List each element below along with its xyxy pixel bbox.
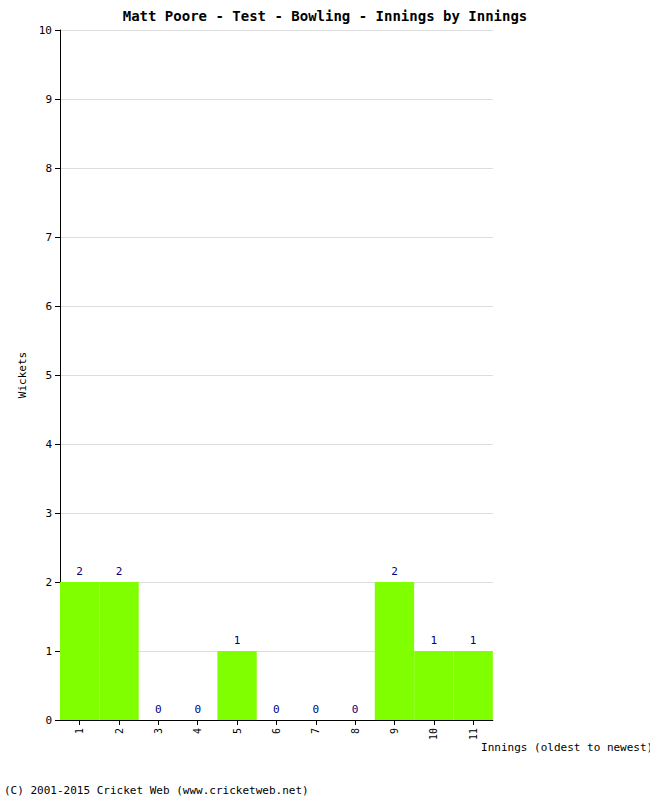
svg-text:6: 6 <box>45 300 52 313</box>
svg-text:7: 7 <box>310 728 321 734</box>
svg-text:9: 9 <box>389 728 400 734</box>
svg-text:1: 1 <box>470 634 477 647</box>
svg-text:0: 0 <box>155 703 162 716</box>
svg-text:5: 5 <box>45 369 52 382</box>
svg-text:7: 7 <box>45 231 52 244</box>
svg-text:3: 3 <box>153 728 164 734</box>
svg-text:Matt Poore - Test - Bowling -: Matt Poore - Test - Bowling - Innings by… <box>123 8 528 24</box>
svg-text:3: 3 <box>45 507 52 520</box>
svg-text:8: 8 <box>45 162 52 175</box>
svg-text:0: 0 <box>45 714 52 727</box>
svg-text:Wickets: Wickets <box>16 352 29 398</box>
svg-text:9: 9 <box>45 93 52 106</box>
svg-text:2: 2 <box>114 728 125 734</box>
svg-text:4: 4 <box>192 728 203 734</box>
svg-text:2: 2 <box>391 565 398 578</box>
svg-text:0: 0 <box>312 703 319 716</box>
svg-text:4: 4 <box>45 438 52 451</box>
svg-text:11: 11 <box>468 728 479 740</box>
svg-text:Innings (oldest to newest): Innings (oldest to newest) <box>481 741 650 754</box>
svg-text:2: 2 <box>76 565 83 578</box>
svg-text:8: 8 <box>350 728 361 734</box>
svg-text:10: 10 <box>428 728 439 740</box>
svg-text:1: 1 <box>234 634 241 647</box>
svg-text:(C) 2001-2015 Cricket Web (www: (C) 2001-2015 Cricket Web (www.cricketwe… <box>4 784 309 797</box>
svg-text:10: 10 <box>39 24 52 37</box>
svg-text:1: 1 <box>430 634 437 647</box>
svg-text:0: 0 <box>352 703 359 716</box>
svg-text:0: 0 <box>273 703 280 716</box>
svg-text:1: 1 <box>74 728 85 734</box>
svg-text:5: 5 <box>232 728 243 734</box>
svg-text:2: 2 <box>116 565 123 578</box>
svg-text:0: 0 <box>194 703 201 716</box>
svg-text:2: 2 <box>45 576 52 589</box>
svg-text:6: 6 <box>271 728 282 734</box>
svg-text:1: 1 <box>45 645 52 658</box>
